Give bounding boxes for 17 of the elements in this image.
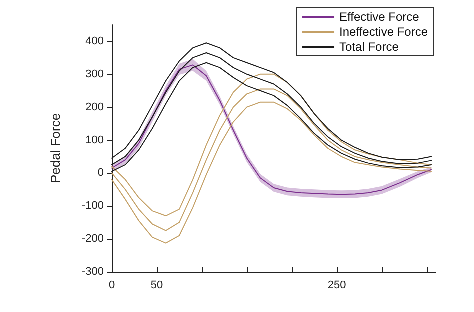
x-tick-label: 0 (108, 280, 116, 292)
x-tick-label: 50 (150, 280, 164, 292)
x-tick-label: 250 (328, 280, 346, 292)
line-series (112, 102, 432, 244)
y-tick-label: 300 (86, 68, 104, 80)
y-tick-label: -200 (82, 233, 104, 246)
y-tick-label: 100 (86, 134, 104, 146)
y-tick-label: -300 (82, 266, 104, 278)
y-tick-label: -100 (82, 200, 104, 212)
line-series (112, 88, 432, 232)
legend-label: Effective Force (340, 10, 420, 24)
legend-label: Ineffective Force (340, 25, 428, 39)
y-tick-label: 200 (86, 101, 104, 114)
y-tick-label: 0 (98, 167, 104, 180)
y-tick-label: 400 (86, 35, 104, 48)
y-axis-title: Pedal Force (48, 113, 63, 184)
legend-label: Total Force (340, 40, 400, 54)
